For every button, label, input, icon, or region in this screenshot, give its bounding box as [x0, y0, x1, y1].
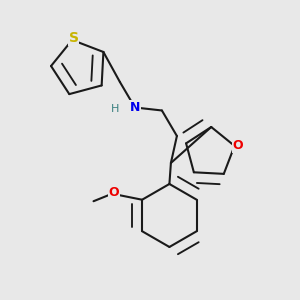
Text: O: O [108, 186, 119, 199]
Text: O: O [232, 140, 243, 152]
Text: N: N [130, 101, 140, 114]
Text: H: H [111, 104, 120, 114]
Text: S: S [69, 32, 79, 46]
